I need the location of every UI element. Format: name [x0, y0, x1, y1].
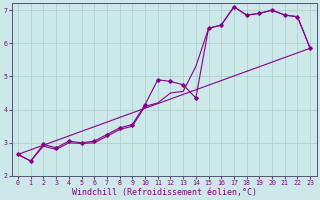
X-axis label: Windchill (Refroidissement éolien,°C): Windchill (Refroidissement éolien,°C)	[72, 188, 257, 197]
